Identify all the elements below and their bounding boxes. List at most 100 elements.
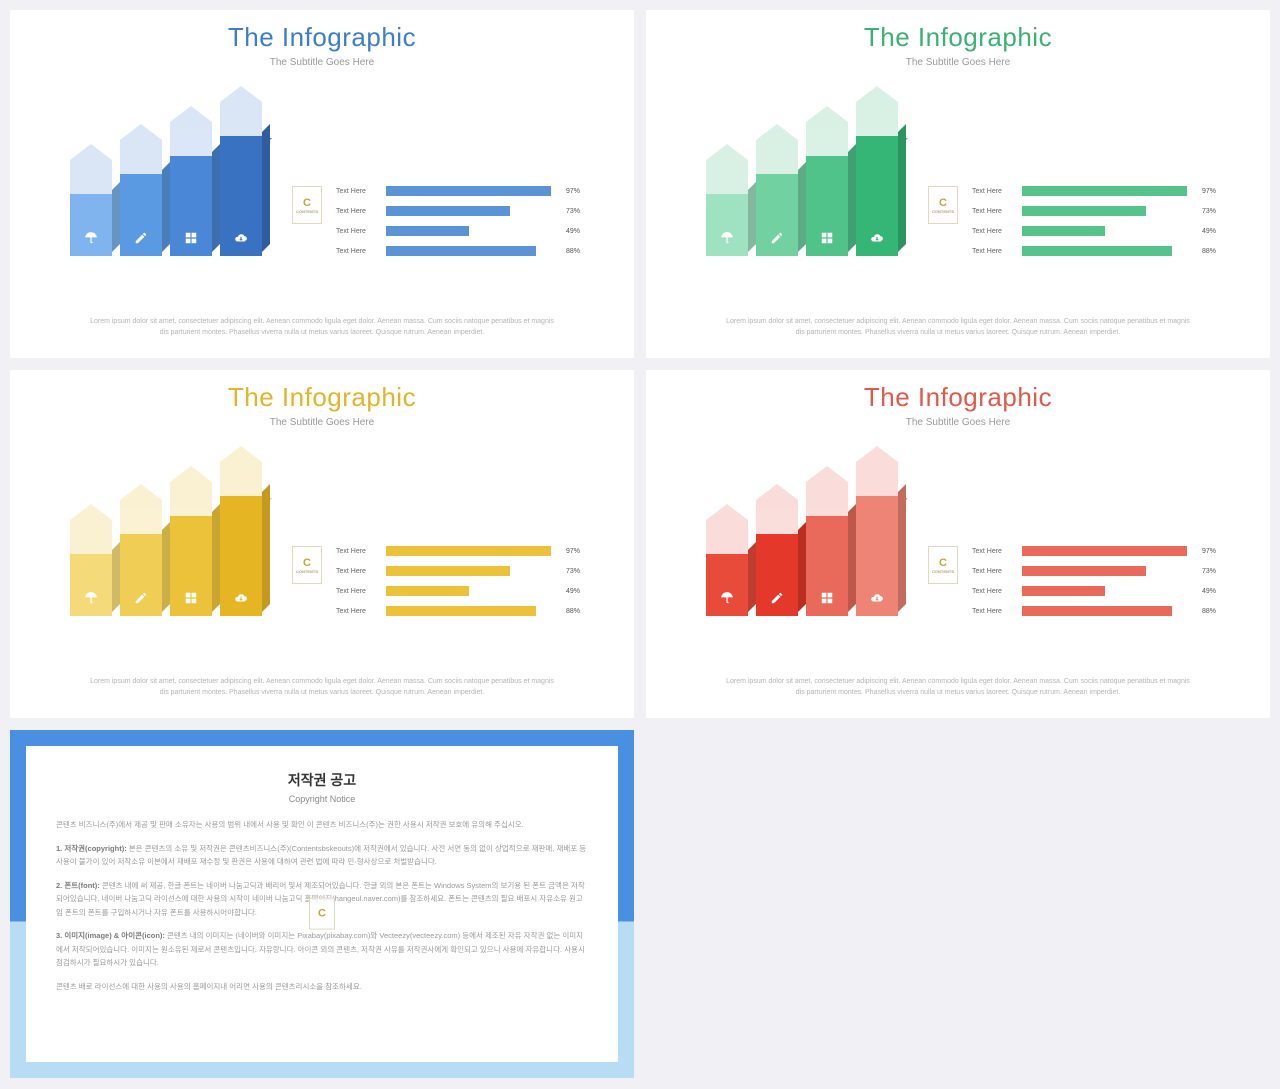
- hbar-fill: [1022, 206, 1146, 216]
- hbar-track: [1022, 246, 1192, 256]
- hbar-row-1: Text Here73%: [336, 566, 594, 576]
- pillar: [756, 534, 798, 616]
- hbar-label: Text Here: [336, 608, 376, 615]
- hbar-value: 88%: [1202, 248, 1216, 255]
- hbar-label: Text Here: [972, 548, 1012, 555]
- bar-col-0: [70, 520, 112, 616]
- hbar-fill: [1022, 186, 1187, 196]
- right-panel: CCONTENTSText Here97%Text Here73%Text He…: [292, 540, 614, 616]
- pillar: [706, 554, 748, 616]
- bar-col-1: [756, 140, 798, 256]
- footer-text: Lorem ipsum dolor sit amet, consectetuer…: [88, 676, 556, 698]
- pillar: [806, 516, 848, 616]
- hbar-label: Text Here: [336, 588, 376, 595]
- hbar-track: [386, 606, 556, 616]
- hbar-track: [386, 586, 556, 596]
- umbrella-icon: [84, 591, 98, 608]
- pillar: [220, 136, 262, 256]
- hbar-fill: [1022, 606, 1172, 616]
- hbar-fill: [1022, 566, 1146, 576]
- hbar-value: 73%: [566, 208, 580, 215]
- badge-logo: CCONTENTS: [928, 186, 958, 224]
- hbar-track: [386, 566, 556, 576]
- copyright-paragraph-0: 콘텐츠 비즈니스(주)에서 제공 및 판매 소유자는 사용의 범위 내에서 사용…: [56, 818, 588, 832]
- badge-logo: CCONTENTS: [928, 546, 958, 584]
- hbar-row-3: Text Here88%: [336, 246, 594, 256]
- hbar-value: 73%: [1202, 568, 1216, 575]
- slide-title: The Infographic: [30, 382, 614, 413]
- hbar-fill: [1022, 246, 1172, 256]
- pillar: [220, 496, 262, 616]
- box-icon: [184, 591, 198, 608]
- hbar-value: 49%: [566, 588, 580, 595]
- slide-subtitle: The Subtitle Goes Here: [30, 417, 614, 428]
- bar-col-2: [170, 482, 212, 616]
- slide-content: CCONTENTS Text Here 97% Text Here 73% Text He…: [666, 456, 1250, 616]
- slide-title: The Infographic: [30, 22, 614, 53]
- hbar-track: [386, 546, 556, 556]
- box-icon: [820, 591, 834, 608]
- badge-logo: C: [309, 898, 335, 930]
- bar-col-0: [706, 520, 748, 616]
- slide-content: CCONTENTSText Here97%Text Here73%Text He…: [30, 456, 614, 616]
- hbar-value: 97%: [1202, 188, 1216, 195]
- badge-logo: CCONTENTS: [292, 186, 322, 224]
- hbar-row-0: Text Here 97%: [972, 186, 1230, 196]
- slide-title: The Infographic: [666, 382, 1250, 413]
- bar-col-1: [120, 500, 162, 616]
- slide-subtitle: The Subtitle Goes Here: [666, 57, 1250, 68]
- hbar-value: 49%: [1202, 228, 1216, 235]
- badge-logo: CCONTENTS: [292, 546, 322, 584]
- hbar-label: Text Here: [972, 208, 1012, 215]
- hbar-value: 49%: [1202, 588, 1216, 595]
- slide-title: The Infographic: [666, 22, 1250, 53]
- copyright-subtitle: Copyright Notice: [56, 794, 588, 804]
- bar-col-1: [120, 140, 162, 256]
- box-icon: [184, 231, 198, 248]
- copyright-slide: 저작권 공고 Copyright Notice 콘텐츠 비즈니스(주)에서 제공 및…: [10, 730, 634, 1078]
- pillar: [170, 516, 212, 616]
- infographic-slide-blue: The Infographic The Subtitle Goes Here CCO…: [10, 10, 634, 358]
- copyright-title: 저작권 공고: [56, 770, 588, 790]
- hbar-list: Text Here97%Text Here73%Text Here49%Text…: [336, 186, 614, 256]
- pillar: [120, 534, 162, 616]
- hbar-label: Text Here: [972, 248, 1012, 255]
- bar-col-1: [756, 500, 798, 616]
- hbar-value: 49%: [566, 228, 580, 235]
- hbar-label: Text Here: [972, 228, 1012, 235]
- hbar-label: Text Here: [972, 608, 1012, 615]
- pillar: [806, 156, 848, 256]
- hbar-fill: [386, 606, 536, 616]
- hbar-row-2: Text Here 49%: [336, 586, 594, 596]
- hbar-row-3: Text Here 88%: [972, 606, 1230, 616]
- infographic-slide-green: The Infographic The Subtitle Goes Here CCO…: [646, 10, 1270, 358]
- hbar-fill: [386, 226, 469, 236]
- bar-col-3: [856, 102, 898, 256]
- hbar-label: Text Here: [336, 208, 376, 215]
- hbar-value: 97%: [1202, 548, 1216, 555]
- pillar: [120, 174, 162, 256]
- pencil-icon: [134, 591, 148, 608]
- infographic-slide-red: The InfographicThe Subtitle Goes HereCCO…: [646, 370, 1270, 718]
- slide-subtitle: The Subtitle Goes Here: [30, 57, 614, 68]
- hbar-list: Text Here97%Text Here73%Text Here49%Text…: [336, 546, 614, 616]
- hbar-fill: [1022, 546, 1187, 556]
- umbrella-icon: [84, 231, 98, 248]
- hbar-value: 88%: [1202, 608, 1216, 615]
- hbar-track: [1022, 226, 1192, 236]
- pillar: [856, 496, 898, 616]
- bar-col-3: [220, 102, 262, 256]
- bar-col-0: [70, 160, 112, 256]
- hbar-fill: [1022, 226, 1105, 236]
- copyright-paragraph-3: 3. 이미지(image) & 아이콘(icon): 콘텐츠 내의 이미지는 (…: [56, 929, 588, 970]
- pillar: [70, 194, 112, 256]
- bars-3d: [706, 456, 898, 616]
- hbar-track: [1022, 566, 1192, 576]
- hbar-row-1: Text Here 73%: [336, 206, 594, 216]
- hbar-fill: [1022, 586, 1105, 596]
- hbar-track: [386, 206, 556, 216]
- hbar-label: Text Here: [972, 188, 1012, 195]
- cloud-icon: [870, 591, 884, 608]
- footer-text: Lorem ipsum dolor sit amet, consectetuer…: [88, 316, 556, 338]
- hbar-label: Text Here: [336, 548, 376, 555]
